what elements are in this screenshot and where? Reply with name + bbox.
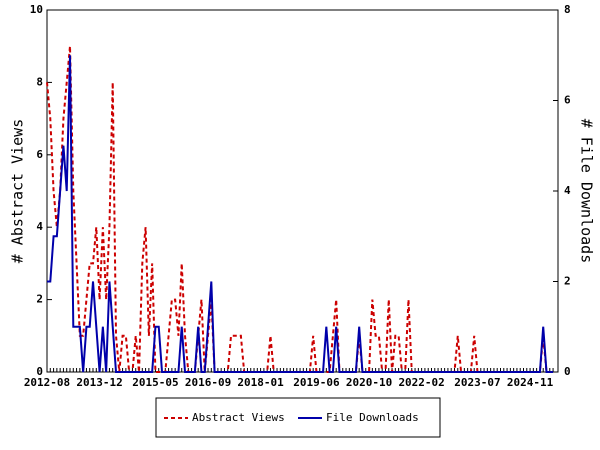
x-tick-label: 2024-11 [507, 376, 554, 389]
legend-label: File Downloads [326, 411, 419, 424]
x-tick-label: 2012-08 [24, 376, 70, 389]
y2-tick-label: 0 [564, 365, 571, 378]
x-tick-label: 2019-06 [293, 376, 340, 389]
y-tick-label: 8 [36, 75, 43, 88]
x-tick-label: 2018-01 [237, 376, 284, 389]
y-axis-label: # Abstract Views [9, 119, 27, 264]
x-tick-label: 2013-12 [76, 376, 122, 389]
legend-label: Abstract Views [192, 411, 285, 424]
y2-tick-label: 6 [564, 94, 571, 107]
y-tick-label: 2 [36, 293, 43, 306]
data-line [46, 46, 554, 373]
x-tick-label: 2022-02 [398, 376, 444, 389]
x-tick-label: 2020-10 [346, 376, 392, 389]
x-tick-label: 2023-07 [454, 376, 500, 389]
y2-tick-label: 4 [564, 184, 571, 197]
plot-frame [46, 9, 559, 373]
y2-tick-label: 2 [564, 275, 571, 288]
y-tick-label: 4 [36, 220, 43, 233]
y2-tick-label: 8 [564, 3, 571, 16]
x-tick-label: 2016-09 [185, 376, 231, 389]
x-tick-label: 2015-05 [132, 376, 178, 389]
y-tick-label: 6 [36, 148, 43, 161]
y-tick-label: 0 [36, 365, 43, 378]
y-tick-label: 10 [30, 3, 43, 16]
data-line [47, 55, 554, 373]
y2-axis-label: # File Downloads [578, 119, 596, 264]
